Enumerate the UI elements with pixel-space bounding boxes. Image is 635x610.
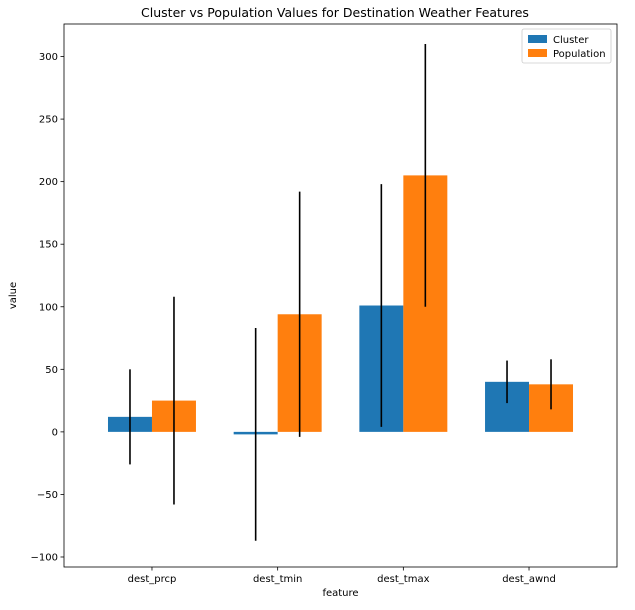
y-tick-label: 150 — [39, 240, 58, 251]
x-axis: dest_prcp dest_tmin dest_tmax dest_awnd — [128, 567, 556, 585]
errorbars-layer — [129, 44, 552, 541]
chart-title: Cluster vs Population Values for Destina… — [141, 5, 529, 20]
plot-frame — [63, 23, 618, 568]
y-tick-label: −100 — [31, 552, 58, 563]
legend: Cluster Population — [521, 28, 612, 64]
legend-swatch-cluster — [528, 35, 547, 43]
legend-label-population: Population — [553, 49, 606, 60]
legend-swatch-population — [528, 49, 547, 57]
x-tick-label: dest_prcp — [128, 574, 177, 585]
y-axis-label: value — [8, 282, 19, 309]
y-tick-label: −50 — [37, 490, 58, 501]
x-tick-label: dest_tmin — [253, 574, 302, 585]
y-tick-label: 200 — [39, 177, 58, 188]
y-tick-label: 100 — [39, 302, 58, 313]
y-tick-label: 50 — [45, 365, 58, 376]
x-axis-label: feature — [322, 588, 358, 599]
legend-label-cluster: Cluster — [553, 35, 589, 46]
x-tick-label: dest_tmax — [377, 574, 429, 585]
y-tick-label: 250 — [39, 115, 58, 126]
y-tick-label: 0 — [52, 427, 58, 438]
y-axis: −100 −50 0 50 100 150 200 250 300 — [31, 52, 64, 563]
x-tick-label: dest_awnd — [502, 574, 556, 585]
y-tick-label: 300 — [39, 52, 58, 63]
